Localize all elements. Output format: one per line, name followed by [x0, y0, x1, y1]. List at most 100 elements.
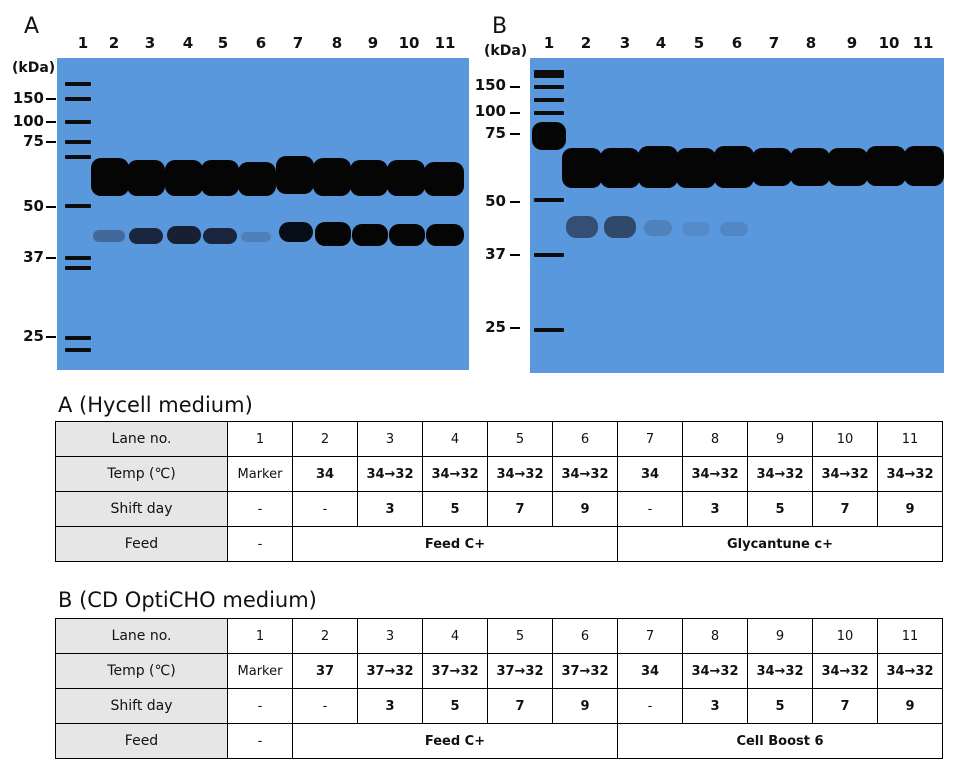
main-band-lane-4	[165, 160, 203, 196]
row-header: Temp (℃)	[55, 456, 228, 492]
panel-a-marker-75: 75	[23, 132, 44, 150]
panel-a-lane-label: 3	[144, 34, 156, 52]
feed-cell: -	[227, 723, 293, 759]
marker-tick	[46, 206, 56, 208]
shift-day-cell: 3	[682, 491, 748, 527]
main-band-lane-5	[676, 148, 716, 188]
lane-cell: 8	[682, 421, 748, 457]
temp-cell: 37→32	[422, 653, 488, 689]
lane-cell: 6	[552, 421, 618, 457]
main-band-lane-8	[790, 148, 830, 186]
panel-b-lane-label: 6	[731, 34, 743, 52]
ladder-band	[65, 266, 91, 270]
panel-b-lane-label: 1	[543, 34, 555, 52]
panel-a-marker-25: 25	[23, 327, 44, 345]
main-band-lane-3	[127, 160, 165, 196]
main-band-lane-6	[238, 162, 276, 196]
lane-cell: 4	[422, 618, 488, 654]
lane-cell: 3	[357, 618, 423, 654]
marker-tick	[46, 336, 56, 338]
shift-day-cell: 5	[422, 688, 488, 724]
temp-cell: 34	[617, 456, 683, 492]
shift-day-cell: 5	[747, 688, 813, 724]
panel-a-lane-label: 11	[434, 34, 456, 52]
row-header: Shift day	[55, 688, 228, 724]
lane-cell: 9	[747, 421, 813, 457]
lane-cell: 6	[552, 618, 618, 654]
main-band-lane-5	[201, 160, 239, 196]
panel-b-lane-label: 4	[655, 34, 667, 52]
temp-cell: 37	[292, 653, 358, 689]
temp-cell: 34→32	[682, 653, 748, 689]
temp-cell: 37→32	[487, 653, 553, 689]
feed-cell: Feed C+	[292, 526, 618, 562]
temp-cell: 34→32	[422, 456, 488, 492]
table-a-title: A (Hycell medium)	[58, 393, 253, 417]
shift-day-cell: 7	[487, 491, 553, 527]
lower-band-lane-4	[167, 226, 201, 244]
temp-cell: 37→32	[357, 653, 423, 689]
lower-band-lane-3	[604, 216, 636, 238]
main-band-lane-3	[600, 148, 640, 188]
ladder-band	[65, 82, 91, 86]
table-b: Lane no. 1 2 3 4 5 6 7 8 9 10 11 Temp (℃…	[55, 618, 943, 759]
row-header: Lane no.	[55, 618, 228, 654]
shift-day-cell: 9	[552, 688, 618, 724]
panel-b-lane-label: 11	[912, 34, 934, 52]
panel-b-lane-label: 8	[805, 34, 817, 52]
shift-day-cell: -	[617, 491, 683, 527]
main-band-lane-2	[562, 148, 602, 188]
panel-a-marker-100: 100	[12, 112, 44, 130]
marker-tick	[510, 201, 520, 203]
table-row: Lane no. 1 2 3 4 5 6 7 8 9 10 11	[55, 421, 943, 457]
table-row: Temp (℃) Marker 37 37→32 37→32 37→32 37→…	[55, 653, 943, 689]
panel-b-kda-unit: (kDa)	[484, 43, 528, 59]
lane-cell: 7	[617, 421, 683, 457]
marker-tick	[510, 327, 520, 329]
table-row: Feed - Feed C+ Glycantune c+	[55, 526, 943, 562]
temp-cell: 37→32	[552, 653, 618, 689]
marker-tick	[46, 98, 56, 100]
ladder-band	[65, 140, 91, 144]
panel-a-marker-37: 37	[23, 248, 44, 266]
table-row: Feed - Feed C+ Cell Boost 6	[55, 723, 943, 759]
main-band-lane-7	[276, 156, 314, 194]
marker-tick	[46, 141, 56, 143]
temp-cell: 34→32	[747, 653, 813, 689]
shift-day-cell: 7	[812, 491, 878, 527]
ladder-band	[534, 70, 564, 78]
main-band-lane-2	[91, 158, 129, 196]
shift-day-cell: 9	[877, 491, 943, 527]
marker-tick	[510, 254, 520, 256]
lower-band-lane-3	[129, 228, 163, 244]
lane-cell: 9	[747, 618, 813, 654]
marker-tick	[510, 133, 520, 135]
table-row: Lane no. 1 2 3 4 5 6 7 8 9 10 11	[55, 618, 943, 654]
row-header: Feed	[55, 526, 228, 562]
main-band-lane-9	[350, 160, 388, 196]
panel-a-lane-label: 6	[255, 34, 267, 52]
shift-day-cell: 9	[552, 491, 618, 527]
lower-band-lane-2	[93, 230, 125, 242]
lane-cell: 3	[357, 421, 423, 457]
panel-a-lane-label: 2	[108, 34, 120, 52]
main-band-lane-10	[387, 160, 425, 196]
panel-b-blot-image	[530, 58, 944, 373]
marker-tick	[510, 86, 520, 88]
lane-cell: 7	[617, 618, 683, 654]
marker-tick	[510, 112, 520, 114]
lower-band-lane-5	[682, 222, 710, 236]
ladder-band	[65, 336, 91, 340]
lane-cell: 2	[292, 618, 358, 654]
panel-b-lane-label: 7	[768, 34, 780, 52]
temp-cell: 34→32	[682, 456, 748, 492]
ladder-band	[65, 97, 91, 101]
main-band-lane-11	[904, 146, 944, 186]
ladder-band	[65, 256, 91, 260]
temp-cell: Marker	[227, 456, 293, 492]
lower-band-lane-9	[352, 224, 388, 246]
panel-b-marker-25: 25	[485, 318, 506, 336]
ladder-band	[534, 198, 564, 202]
shift-day-cell: -	[617, 688, 683, 724]
panel-b-marker-100: 100	[474, 102, 506, 120]
